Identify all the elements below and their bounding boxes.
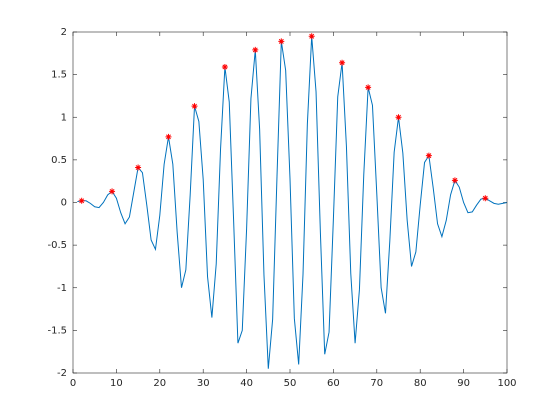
x-tick-label: 90 xyxy=(457,378,470,389)
x-tick-label: 50 xyxy=(284,378,297,389)
peak-marker xyxy=(482,195,489,202)
peak-marker xyxy=(451,177,458,184)
peak-marker xyxy=(339,59,346,66)
x-tick-label: 100 xyxy=(497,378,516,389)
x-tick-label: 30 xyxy=(197,378,210,389)
x-tick-label: 0 xyxy=(70,378,76,389)
peak-marker xyxy=(78,197,85,204)
peak-marker xyxy=(109,188,116,195)
x-tick-label: 70 xyxy=(370,378,383,389)
peak-marker xyxy=(425,152,432,159)
axes-box xyxy=(72,31,508,374)
peak-marker xyxy=(278,38,285,45)
signal-line xyxy=(77,36,508,369)
peak-marker xyxy=(221,63,228,70)
peak-marker xyxy=(308,33,315,40)
y-tick-label: 2 xyxy=(61,27,67,38)
y-tick-label: 0 xyxy=(61,198,67,209)
y-tick-label: -0.5 xyxy=(47,240,67,251)
x-tick-label: 20 xyxy=(153,378,166,389)
x-tick-label: 60 xyxy=(327,378,340,389)
y-tick-label: 1 xyxy=(61,112,67,123)
x-tick-label: 10 xyxy=(110,378,123,389)
plot-area xyxy=(73,32,507,373)
peak-marker xyxy=(365,84,372,91)
peak-marker xyxy=(135,164,142,171)
y-tick-label: 0.5 xyxy=(51,155,67,166)
peak-marker xyxy=(191,103,198,110)
y-tick-label: -1.5 xyxy=(47,325,67,336)
y-tick-label: -1 xyxy=(57,283,67,294)
peak-marker xyxy=(165,133,172,140)
y-tick-label: 1.5 xyxy=(51,70,67,81)
y-tick-label: -2 xyxy=(57,368,67,379)
x-tick-label: 80 xyxy=(414,378,427,389)
x-tick-label: 40 xyxy=(240,378,253,389)
peak-marker xyxy=(252,46,259,53)
peak-marker xyxy=(395,114,402,121)
